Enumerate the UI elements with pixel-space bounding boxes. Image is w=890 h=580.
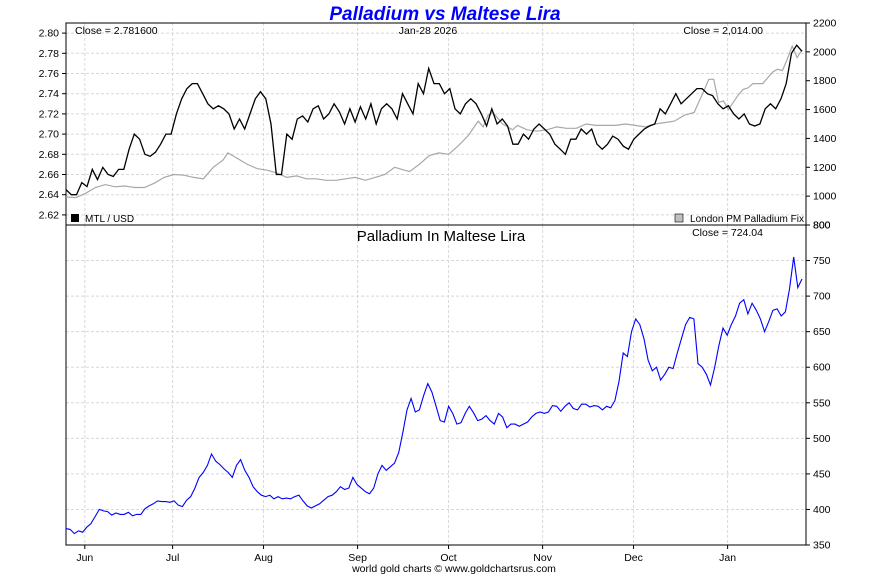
upper-grid <box>66 23 806 225</box>
right-tick-label: 800 <box>813 220 831 232</box>
palladium-usd-line <box>65 44 803 199</box>
right-tick-label: 2200 <box>813 18 837 30</box>
left-tick-label: 2.66 <box>39 169 60 181</box>
x-tick-label: Jul <box>166 552 179 564</box>
lower-title: Palladium In Maltese Lira <box>357 228 526 245</box>
right-tick-label: 1400 <box>813 133 837 145</box>
x-tick-label: Nov <box>533 552 552 564</box>
x-tick-label: Dec <box>624 552 643 564</box>
lower-tick-label: 600 <box>813 362 831 374</box>
upper-close-left: Close = 2.781600 <box>75 25 158 37</box>
legend-palladium-label: London PM Palladium Fix <box>690 214 804 225</box>
legend-mtl-swatch <box>71 214 79 222</box>
legend-mtl-label: MTL / USD <box>85 214 134 225</box>
right-tick-label: 1600 <box>813 104 837 116</box>
lower-tick-label: 350 <box>813 540 831 552</box>
chart-title: Palladium vs Maltese Lira <box>329 4 561 25</box>
footer-credit: world gold charts © www.goldchartsrus.co… <box>351 563 556 575</box>
upper-right-axis: 2200 2000 1800 1600 1400 1200 1000 800 <box>806 18 837 232</box>
lower-tick-label: 800 <box>813 220 831 232</box>
left-tick-label: 2.74 <box>39 88 60 100</box>
left-tick-label: 2.72 <box>39 108 60 120</box>
legend-palladium-swatch <box>674 213 684 223</box>
lower-tick-label: 750 <box>813 255 831 267</box>
lower-tick-label: 700 <box>813 291 831 303</box>
x-tick-label: Aug <box>254 552 273 564</box>
x-tick-label: Jun <box>76 552 93 564</box>
mtl-usd-line <box>65 44 803 196</box>
x-tick-label: Sep <box>348 552 367 564</box>
lower-tick-label: 450 <box>813 468 831 480</box>
x-tick-label: Jan <box>719 552 736 564</box>
lower-tick-label: 400 <box>813 504 831 516</box>
x-tick-label: Oct <box>440 552 456 564</box>
x-axis: Jun Jul Aug Sep Oct Nov Dec Jan <box>76 545 736 564</box>
left-tick-label: 2.68 <box>39 149 60 161</box>
left-tick-label: 2.80 <box>39 28 60 40</box>
right-tick-label: 1200 <box>813 162 837 174</box>
left-tick-label: 2.62 <box>39 209 60 221</box>
palladium-mtl-line <box>65 256 803 535</box>
lower-close: Close = 724.04 <box>692 227 763 239</box>
right-tick-label: 1000 <box>813 191 837 203</box>
right-tick-label: 1800 <box>813 75 837 87</box>
lower-grid <box>66 225 806 545</box>
upper-left-axis: 2.80 2.78 2.76 2.74 2.72 2.70 2.68 2.66 2.64 2.62 <box>39 28 66 221</box>
upper-close-right: Close = 2,014.00 <box>683 25 763 37</box>
lower-tick-label: 650 <box>813 326 831 338</box>
left-tick-label: 2.70 <box>39 129 60 141</box>
lower-panel-frame <box>65 224 807 546</box>
lower-tick-label: 500 <box>813 433 831 445</box>
lower-right-axis: 800 750 700 650 600 550 500 450 400 350 <box>806 220 831 552</box>
left-tick-label: 2.64 <box>39 189 60 201</box>
right-tick-label: 2000 <box>813 46 837 58</box>
lower-tick-label: 550 <box>813 397 831 409</box>
left-tick-label: 2.76 <box>39 68 60 80</box>
upper-date: Jan-28 2026 <box>399 25 458 37</box>
left-tick-label: 2.78 <box>39 48 60 60</box>
